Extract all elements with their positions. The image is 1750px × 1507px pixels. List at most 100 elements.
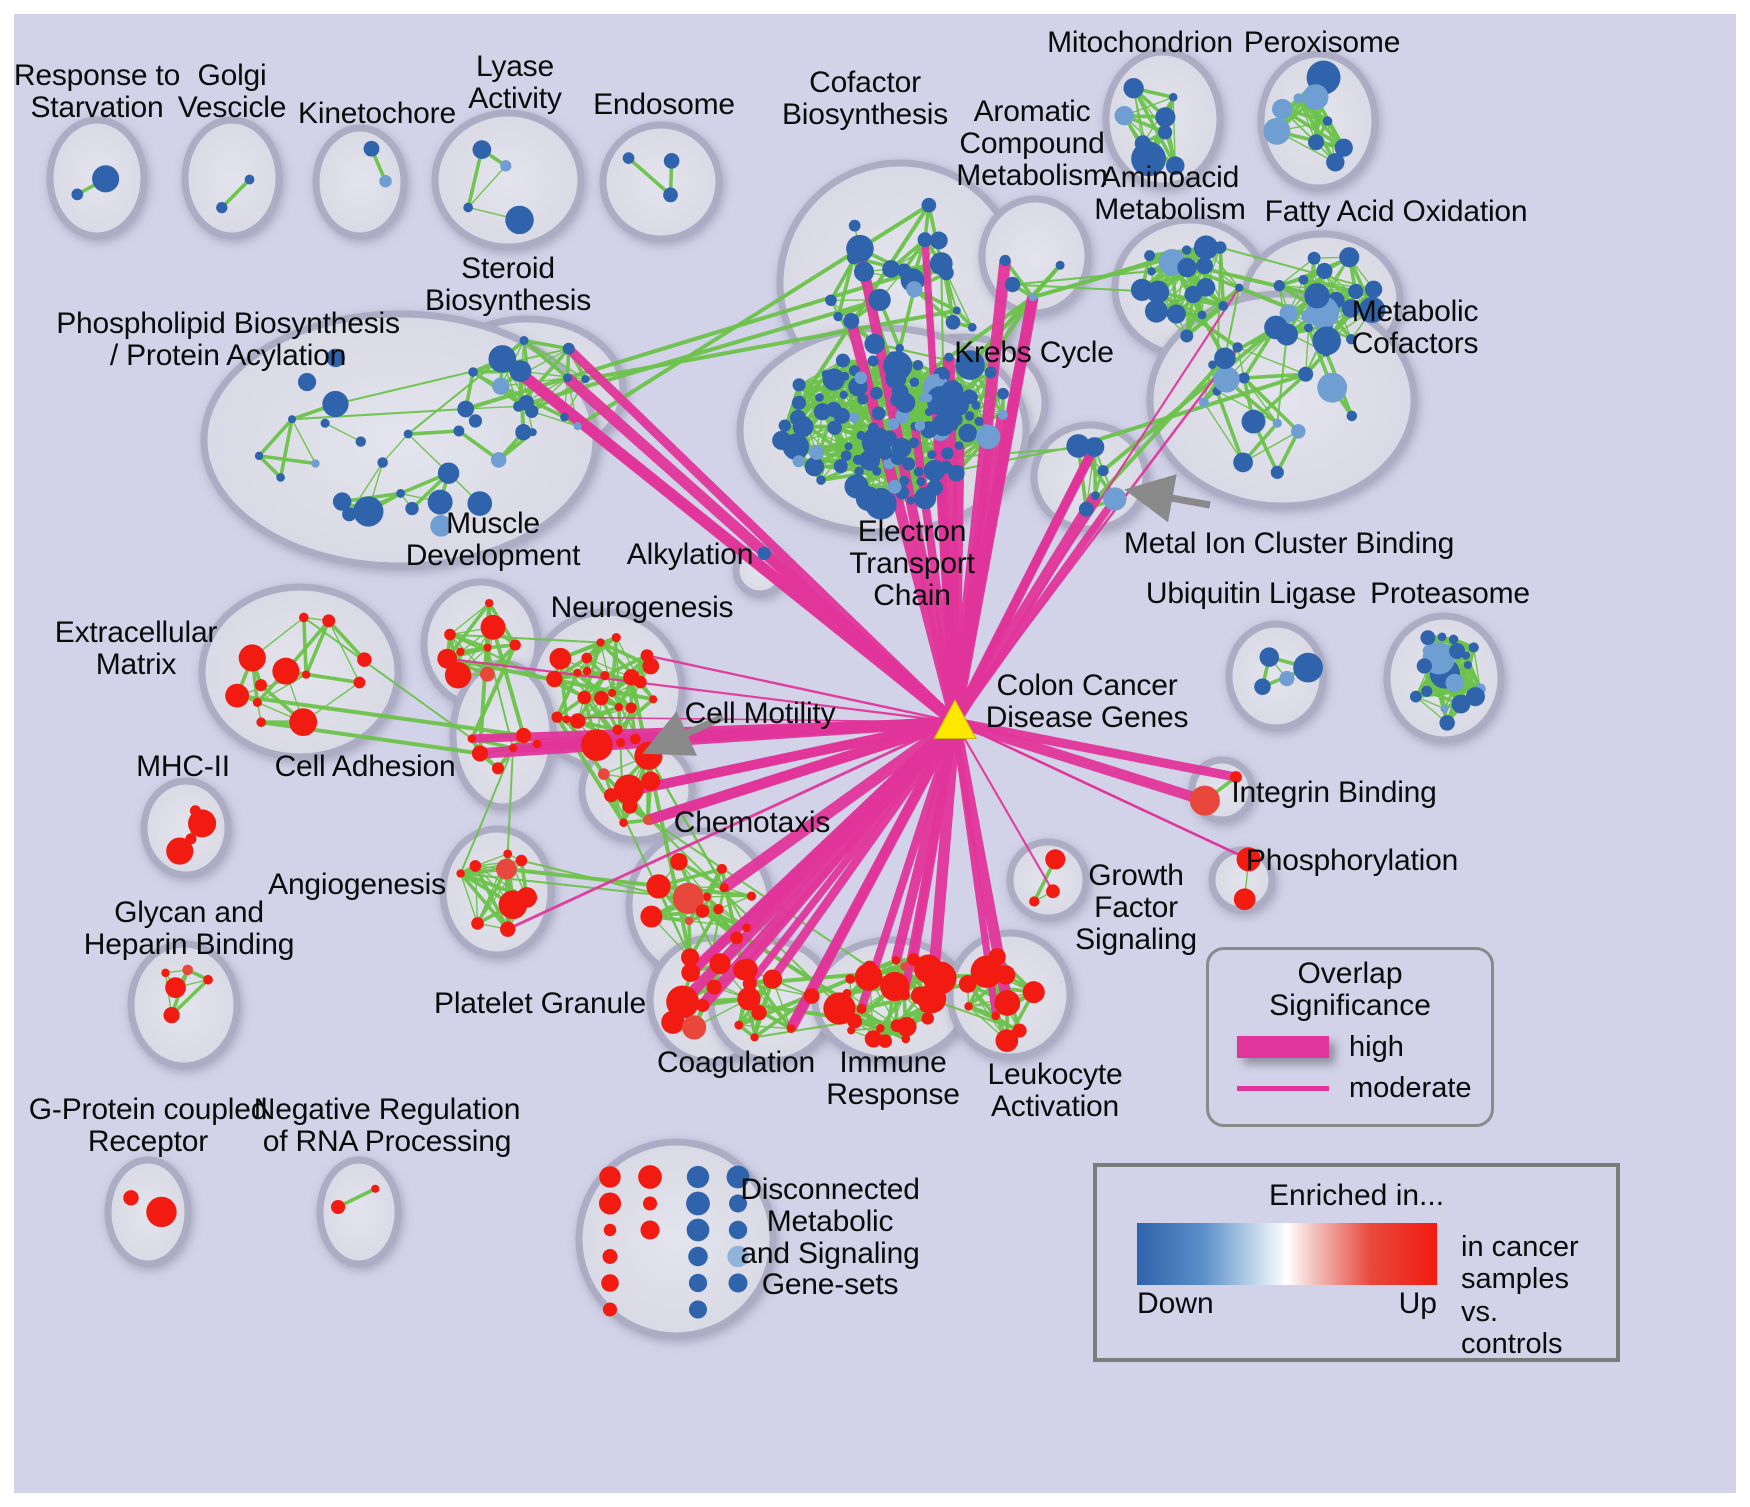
gene-set-node[interactable] (1439, 715, 1455, 731)
gene-set-node[interactable] (403, 429, 413, 439)
gene-set-node[interactable] (532, 739, 542, 749)
gene-set-node[interactable] (596, 638, 605, 647)
gene-set-node[interactable] (709, 953, 731, 975)
gene-set-node[interactable] (728, 1273, 748, 1293)
gene-set-node[interactable] (562, 715, 571, 724)
gene-set-node[interactable] (854, 466, 864, 477)
gene-set-node[interactable] (569, 713, 586, 729)
gene-set-node[interactable] (601, 1274, 619, 1292)
gene-set-node[interactable] (994, 990, 1021, 1016)
gene-set-node[interactable] (914, 420, 926, 432)
gene-set-node[interactable] (560, 412, 569, 422)
gene-set-node[interactable] (1334, 138, 1353, 157)
gene-set-node[interactable] (997, 409, 1008, 420)
gene-set-node[interactable] (792, 378, 806, 392)
gene-set-node[interactable] (1097, 465, 1109, 477)
gene-set-node[interactable] (492, 377, 510, 395)
gene-set-node[interactable] (146, 1196, 177, 1228)
gene-set-node[interactable] (165, 977, 186, 998)
gene-set-node[interactable] (1180, 329, 1194, 343)
gene-set-node[interactable] (1134, 135, 1151, 152)
gene-set-node[interactable] (638, 1165, 662, 1189)
gene-set-node[interactable] (252, 697, 262, 707)
gene-set-node[interactable] (1196, 278, 1216, 297)
gene-set-node[interactable] (803, 988, 820, 1004)
gene-set-node[interactable] (1293, 93, 1304, 104)
gene-set-node[interactable] (921, 1011, 934, 1025)
gene-set-node[interactable] (954, 441, 964, 450)
gene-set-node[interactable] (602, 1249, 618, 1264)
gene-set-node[interactable] (444, 662, 472, 689)
gene-set-node[interactable] (1437, 632, 1447, 642)
gene-set-node[interactable] (1233, 452, 1253, 473)
gene-set-node[interactable] (479, 666, 495, 682)
gene-set-node[interactable] (854, 963, 883, 991)
gene-set-node[interactable] (1272, 418, 1282, 428)
gene-set-node[interactable] (472, 140, 492, 159)
gene-set-node[interactable] (1078, 501, 1094, 517)
gene-set-node[interactable] (670, 852, 688, 871)
gene-set-node[interactable] (379, 174, 392, 188)
gene-set-node[interactable] (876, 1024, 885, 1033)
gene-set-node[interactable] (672, 882, 704, 914)
gene-set-node[interactable] (1440, 704, 1449, 713)
gene-set-node[interactable] (1322, 116, 1333, 126)
gene-set-node[interactable] (971, 401, 981, 410)
gene-set-node[interactable] (1144, 299, 1168, 323)
gene-set-node[interactable] (287, 415, 297, 424)
gene-set-node[interactable] (681, 963, 701, 982)
gene-set-node[interactable] (833, 311, 843, 322)
gene-set-node[interactable] (746, 891, 757, 901)
gene-set-node[interactable] (1091, 491, 1100, 501)
gene-set-node[interactable] (816, 475, 826, 485)
gene-set-node[interactable] (1273, 280, 1285, 292)
gene-set-node[interactable] (927, 450, 937, 460)
gene-set-node[interactable] (1359, 296, 1386, 324)
gene-set-node[interactable] (297, 372, 317, 392)
gene-set-node[interactable] (729, 1194, 747, 1213)
gene-set-node[interactable] (188, 809, 217, 838)
gene-set-node[interactable] (1448, 634, 1459, 645)
gene-set-node[interactable] (602, 1302, 618, 1317)
gene-set-node[interactable] (1317, 372, 1348, 403)
gene-set-node[interactable] (1123, 78, 1144, 99)
gene-set-node[interactable] (71, 188, 84, 201)
gene-set-node[interactable] (686, 1218, 710, 1242)
gene-set-node[interactable] (463, 202, 474, 213)
gene-set-node[interactable] (880, 430, 897, 447)
gene-set-node[interactable] (887, 418, 899, 430)
gene-set-node[interactable] (921, 197, 937, 213)
gene-set-node[interactable] (322, 614, 336, 628)
gene-set-node[interactable] (498, 890, 528, 920)
gene-set-node[interactable] (491, 762, 505, 775)
gene-set-node[interactable] (742, 923, 752, 933)
gene-set-node[interactable] (594, 690, 609, 706)
gene-set-node[interactable] (1004, 276, 1021, 293)
gene-set-node[interactable] (910, 986, 929, 1005)
gene-set-node[interactable] (598, 1192, 622, 1215)
gene-set-node[interactable] (182, 964, 193, 976)
gene-set-node[interactable] (686, 1191, 710, 1216)
gene-set-node[interactable] (577, 690, 592, 705)
gene-set-node[interactable] (1103, 487, 1127, 511)
gene-set-node[interactable] (901, 1034, 911, 1044)
gene-set-node[interactable] (515, 854, 528, 867)
gene-set-node[interactable] (681, 948, 700, 967)
gene-set-node[interactable] (791, 395, 807, 410)
gene-set-node[interactable] (906, 281, 923, 298)
gene-set-node[interactable] (702, 892, 712, 902)
gene-set-node[interactable] (999, 254, 1011, 267)
gene-set-node[interactable] (1045, 849, 1066, 870)
gene-set-node[interactable] (762, 969, 783, 989)
gene-set-node[interactable] (437, 648, 458, 669)
gene-set-node[interactable] (706, 979, 722, 995)
gene-set-node[interactable] (1046, 884, 1060, 899)
gene-set-node[interactable] (353, 676, 366, 689)
gene-set-node[interactable] (995, 1029, 1019, 1052)
gene-set-node[interactable] (496, 858, 517, 880)
gene-set-node[interactable] (880, 971, 910, 1002)
gene-set-node[interactable] (546, 670, 563, 688)
gene-set-node[interactable] (216, 201, 228, 214)
gene-set-node[interactable] (984, 366, 997, 379)
gene-set-node[interactable] (1189, 785, 1220, 816)
